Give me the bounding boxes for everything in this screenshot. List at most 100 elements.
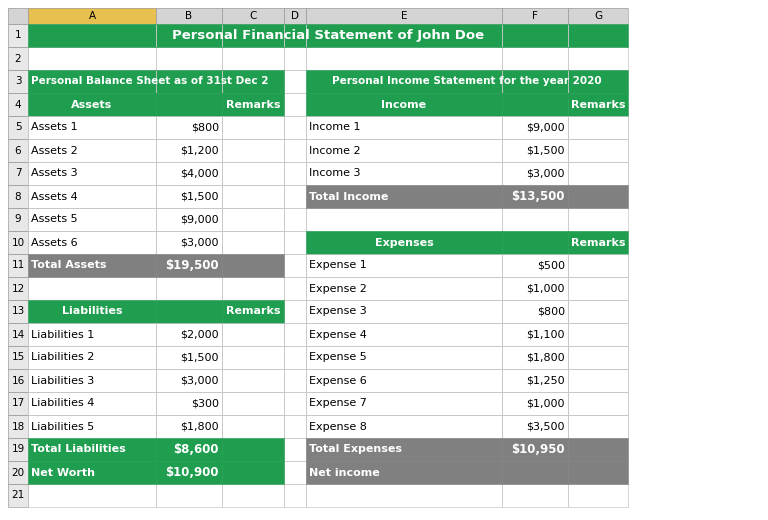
Bar [28, 300, 156, 323]
Bar [222, 461, 284, 484]
Bar [306, 47, 502, 70]
Bar [568, 162, 628, 185]
Bar [28, 392, 156, 415]
Bar [28, 231, 156, 254]
Bar [306, 323, 502, 346]
Text: Expense 6: Expense 6 [309, 375, 367, 385]
Bar [222, 24, 284, 47]
Bar [28, 8, 156, 24]
Bar [568, 47, 628, 70]
Bar [28, 484, 156, 507]
Text: Assets 6: Assets 6 [31, 238, 78, 248]
Bar [222, 139, 284, 162]
Text: Total Income: Total Income [309, 191, 389, 201]
Bar [306, 231, 502, 254]
Bar [306, 254, 502, 277]
Bar [28, 346, 156, 369]
Bar [284, 185, 306, 208]
Bar [28, 139, 156, 162]
Bar [306, 277, 502, 300]
Bar [8, 162, 28, 185]
Bar [502, 116, 568, 139]
Bar [502, 461, 568, 484]
Bar [568, 162, 628, 185]
Bar [306, 346, 502, 369]
Bar [284, 139, 306, 162]
Bar [568, 392, 628, 415]
Bar [156, 254, 222, 277]
Bar [502, 185, 568, 208]
Bar [28, 231, 156, 254]
Bar [222, 231, 284, 254]
Bar [306, 162, 502, 185]
Bar [8, 162, 28, 185]
Text: Remarks: Remarks [226, 306, 280, 317]
Bar [568, 231, 628, 254]
Bar [568, 93, 628, 116]
Bar [284, 300, 306, 323]
Text: Net Worth: Net Worth [31, 467, 95, 477]
Bar [28, 208, 156, 231]
Text: $1,000: $1,000 [527, 398, 565, 409]
Bar [222, 415, 284, 438]
Bar [28, 116, 156, 139]
Bar [28, 70, 284, 93]
Bar [502, 392, 568, 415]
Bar [28, 461, 156, 484]
Bar [156, 438, 222, 461]
Bar [284, 323, 306, 346]
Text: $4,000: $4,000 [180, 168, 219, 178]
Bar [8, 277, 28, 300]
Text: $1,250: $1,250 [526, 375, 565, 385]
Bar [568, 208, 628, 231]
Bar [568, 300, 628, 323]
Text: 5: 5 [15, 123, 22, 133]
Bar [28, 323, 156, 346]
Bar [502, 323, 568, 346]
Bar [502, 415, 568, 438]
Bar [28, 415, 156, 438]
Text: 6: 6 [15, 146, 22, 155]
Bar [306, 231, 502, 254]
Bar [306, 254, 502, 277]
Bar [28, 392, 156, 415]
Bar [306, 415, 502, 438]
Bar [222, 254, 284, 277]
Bar [222, 47, 284, 70]
Bar [28, 346, 156, 369]
Bar [222, 162, 284, 185]
Bar [156, 208, 222, 231]
Bar [306, 346, 502, 369]
Text: Liabilities: Liabilities [61, 306, 122, 317]
Bar [222, 231, 284, 254]
Text: 19: 19 [12, 445, 25, 454]
Bar [306, 116, 502, 139]
Bar [568, 277, 628, 300]
Bar [306, 461, 502, 484]
Bar [222, 162, 284, 185]
Bar [28, 461, 156, 484]
Bar [28, 70, 284, 93]
Bar [306, 70, 502, 93]
Bar [28, 277, 156, 300]
Bar [222, 185, 284, 208]
Bar [568, 415, 628, 438]
Bar [568, 484, 628, 507]
Bar [306, 24, 502, 47]
Bar [28, 300, 156, 323]
Bar [568, 70, 628, 93]
Bar [568, 415, 628, 438]
Bar [568, 346, 628, 369]
Bar [222, 254, 284, 277]
Text: 17: 17 [12, 398, 25, 409]
Bar [156, 392, 222, 415]
Bar [306, 162, 502, 185]
Bar [8, 93, 28, 116]
Bar [306, 438, 502, 461]
Bar [284, 461, 306, 484]
Bar [156, 300, 222, 323]
Bar [8, 139, 28, 162]
Bar [502, 461, 568, 484]
Bar [502, 461, 568, 484]
Bar [502, 346, 568, 369]
